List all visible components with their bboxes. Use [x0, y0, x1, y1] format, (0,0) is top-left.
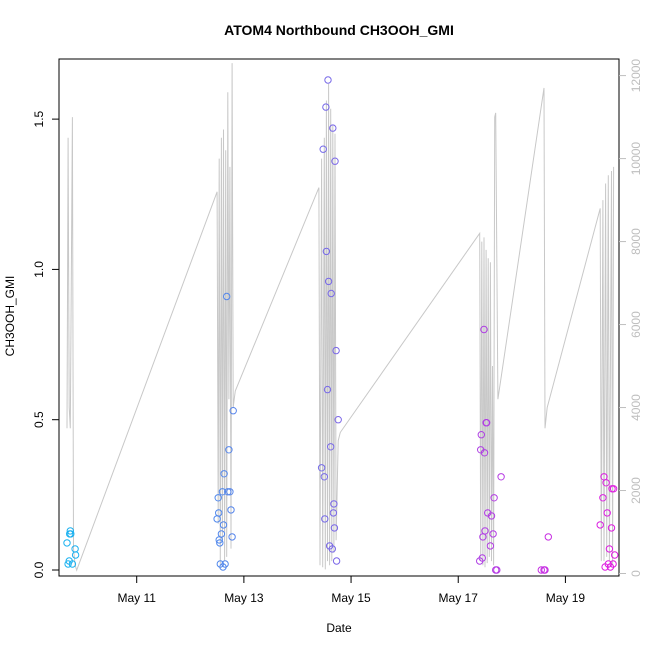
x-axis: May 11 May 13 May 15 May 17 May 19 — [117, 576, 585, 605]
data-point — [487, 512, 496, 520]
data-point — [493, 566, 501, 574]
data-point — [541, 566, 549, 574]
y-tick-label: 1.5 — [32, 110, 46, 127]
data-point — [480, 325, 488, 334]
data-point — [227, 506, 235, 514]
data-point — [607, 524, 616, 532]
data-point — [489, 530, 497, 538]
y2-tick-label: 0 — [629, 570, 643, 577]
data-point — [320, 473, 328, 481]
plot-frame — [58, 58, 620, 577]
y2-tick-label: 10000 — [629, 142, 643, 176]
data-point — [330, 524, 339, 532]
data-point — [321, 515, 329, 523]
data-point — [599, 494, 607, 502]
y2-tick-label: 6000 — [629, 311, 643, 338]
data-point — [319, 145, 327, 153]
x-tick-label: May 15 — [331, 591, 371, 605]
x-tick-label: May 11 — [117, 591, 156, 605]
y2-axis: 0 2000 4000 6000 8000 10000 12000 — [619, 59, 643, 577]
data-point — [602, 479, 610, 487]
data-point — [66, 527, 75, 535]
data-point — [216, 539, 224, 547]
data-point — [328, 545, 336, 553]
data-point — [609, 560, 617, 568]
data-point — [332, 346, 340, 355]
data-point — [324, 277, 333, 286]
data-point — [497, 473, 505, 481]
data-point — [63, 539, 71, 547]
data-point — [228, 533, 236, 541]
data-point — [323, 385, 332, 394]
altitude-series-line — [66, 63, 615, 572]
data-point — [327, 289, 335, 298]
data-point — [332, 557, 341, 565]
y-tick-label: 1.0 — [32, 261, 46, 278]
x-tick-label: May 17 — [439, 591, 479, 605]
data-point — [322, 103, 330, 111]
data-point — [226, 488, 234, 496]
chart-title: ATOM4 Northbound CH3OOH_GMI — [224, 22, 454, 38]
data-point — [224, 488, 232, 496]
y2-tick-label: 2000 — [629, 477, 643, 504]
data-point — [537, 566, 545, 574]
data-point — [223, 292, 231, 301]
y-axis-label: CH3OOH_GMI — [3, 276, 17, 357]
data-point — [330, 500, 338, 508]
data-point — [229, 407, 237, 415]
data-point — [486, 542, 495, 550]
y-tick-label: 0.5 — [32, 411, 46, 428]
data-point — [478, 554, 486, 562]
data-point — [331, 157, 339, 165]
data-point — [221, 560, 229, 568]
data-point — [220, 470, 228, 478]
data-point — [609, 485, 618, 493]
data-point — [611, 551, 619, 559]
data-point — [480, 449, 489, 457]
data-point — [225, 446, 233, 454]
y-axis: 0.0 0.5 1.0 1.5 — [32, 110, 59, 578]
data-point — [544, 533, 552, 541]
data-point — [317, 464, 326, 472]
data-point — [329, 509, 338, 517]
data-points-group — [63, 76, 619, 574]
altitude-line-group — [66, 63, 615, 572]
data-point — [603, 509, 611, 517]
y2-tick-label: 12000 — [629, 59, 643, 93]
data-point — [477, 431, 485, 439]
data-point — [218, 488, 227, 496]
data-point — [71, 545, 79, 553]
data-point — [68, 560, 77, 568]
data-point — [324, 76, 332, 84]
y2-tick-label: 4000 — [629, 394, 643, 421]
data-point — [217, 530, 226, 538]
data-point — [219, 521, 228, 529]
data-point — [213, 515, 221, 523]
data-point — [481, 527, 489, 535]
data-point — [334, 416, 342, 424]
y2-tick-label: 8000 — [629, 228, 643, 255]
x-axis-label: Date — [326, 621, 352, 635]
data-point — [71, 551, 80, 559]
data-point — [322, 247, 331, 256]
data-point — [215, 509, 223, 517]
data-point — [327, 443, 335, 451]
data-point — [490, 494, 498, 502]
data-point — [67, 530, 75, 538]
data-point — [329, 124, 337, 132]
x-tick-label: May 13 — [224, 591, 264, 605]
x-tick-label: May 19 — [546, 591, 586, 605]
data-point — [482, 419, 491, 427]
data-point — [605, 545, 614, 553]
data-point — [596, 521, 604, 529]
data-point — [214, 494, 222, 502]
y-tick-label: 0.0 — [32, 561, 46, 578]
